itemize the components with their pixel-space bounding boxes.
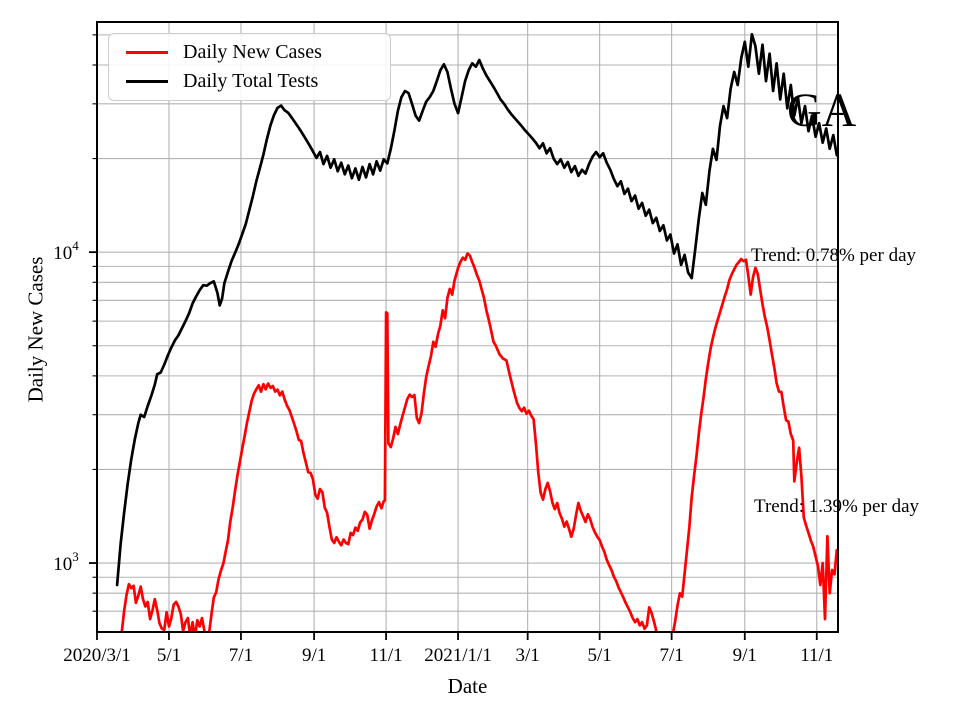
x-tick-label: 5/1 [157,645,181,666]
x-tick-label: 7/1 [229,645,253,666]
x-axis-label: Date [447,674,488,698]
legend-item-daily-total-tests: Daily Total Tests [109,70,390,93]
legend: Daily New Cases Daily Total Tests [108,33,391,101]
y-tick-label: 104 [53,238,79,264]
y-axis-label: Daily New Cases [23,256,48,403]
x-tick-label: 9/1 [302,645,326,666]
y-tick-label: 103 [53,549,79,575]
series-line-daily-new-cases [120,252,838,632]
x-tick-label: 2020/3/1 [63,645,131,666]
annotation-trend-tests: Trend: 0.78% per day [751,245,916,266]
annotation-trend-cases: Trend: 1.39% per day [754,496,919,517]
legend-label-daily-total-tests: Daily Total Tests [183,70,319,93]
black-line-swatch [126,80,168,84]
legend-item-daily-new-cases: Daily New Cases [109,41,390,64]
x-tick-label: 5/1 [588,645,612,666]
x-tick-label: 7/1 [659,645,683,666]
red-line-swatch [126,50,168,54]
x-tick-label: 3/1 [516,645,540,666]
legend-label-daily-new-cases: Daily New Cases [183,40,322,63]
state-label: GA [787,84,857,137]
x-tick-label: 11/1 [800,645,833,666]
x-tick-label: 11/1 [370,645,403,666]
x-tick-label: 2021/1/1 [424,645,492,666]
x-tick-label: 9/1 [733,645,757,666]
series-line-daily-total-tests [115,32,838,587]
